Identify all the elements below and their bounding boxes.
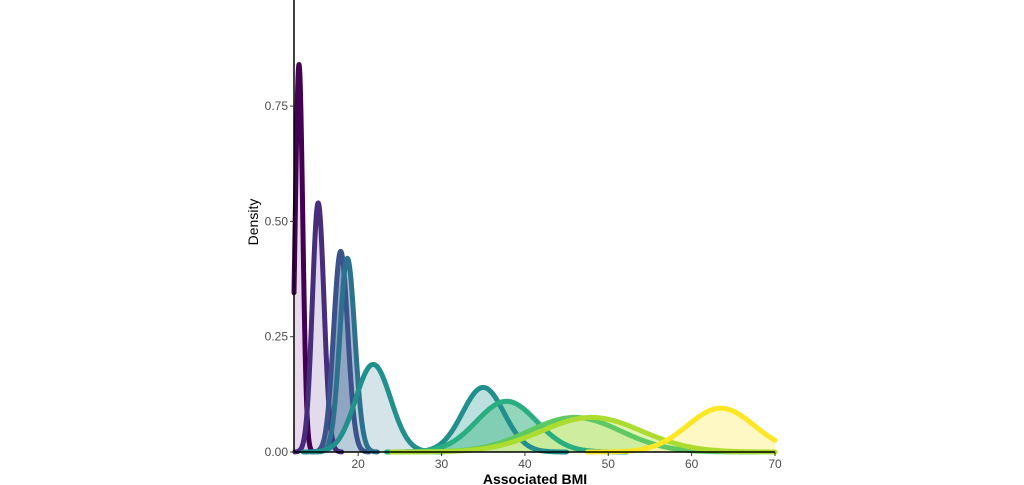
x-tick-label: 70	[768, 457, 782, 471]
x-tick-label: 60	[685, 457, 699, 471]
density-line-1	[291, 62, 317, 455]
x-tick-label: 40	[518, 457, 532, 471]
density-area-2	[294, 202, 342, 452]
density-area-9	[391, 417, 775, 452]
y-tick-label: 0.75	[265, 99, 289, 113]
density-area-1	[294, 64, 315, 452]
x-tick-label: 20	[352, 457, 366, 471]
y-tick-label: 0.25	[265, 330, 289, 344]
x-tick-label: 30	[435, 457, 449, 471]
y-tick-label: 0.50	[265, 214, 289, 228]
x-axis-title: Associated BMI	[483, 471, 587, 485]
density-lines	[291, 62, 778, 455]
x-axis-ticks: 20 30 40 50 60 70	[352, 452, 782, 471]
density-area-5	[303, 364, 444, 452]
y-axis-ticks: 0.00 0.25 0.50 0.75	[265, 99, 294, 459]
density-line-3	[309, 248, 372, 455]
x-tick-label: 50	[602, 457, 616, 471]
density-area-10	[587, 408, 775, 452]
density-line-9	[389, 414, 778, 455]
density-area-7	[386, 401, 627, 452]
density-areas	[294, 64, 775, 452]
y-tick-label: 0.00	[265, 445, 289, 459]
y-axis-title: Density	[245, 199, 261, 246]
